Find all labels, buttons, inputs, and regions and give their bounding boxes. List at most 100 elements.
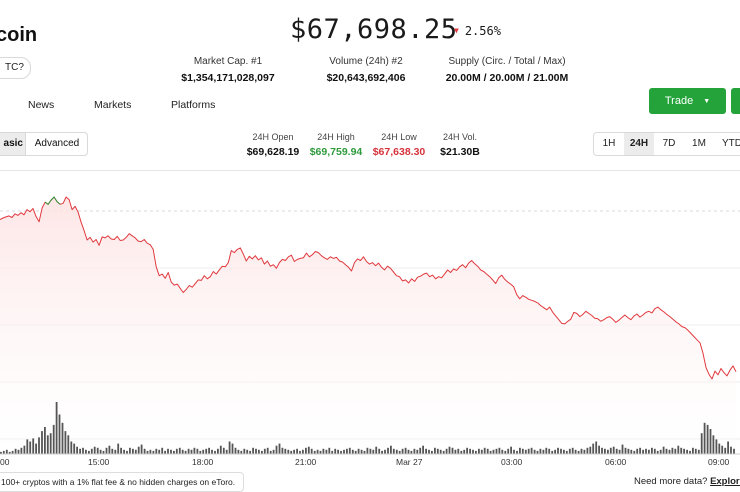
- stat-volume: Volume (24h) #2 $20,643,692,406: [306, 56, 426, 84]
- volume-bar: [451, 447, 454, 454]
- range-24h[interactable]: 24H: [624, 133, 654, 155]
- tab-platforms[interactable]: Platforms: [171, 99, 216, 111]
- down-triangle-icon: ▼: [454, 26, 459, 35]
- trade-button[interactable]: Trade ▼: [649, 88, 726, 114]
- range-7d[interactable]: 7D: [662, 138, 676, 149]
- x-tick-label: 00: [0, 457, 10, 467]
- volume-bar: [228, 441, 231, 454]
- range-1h[interactable]: 1H: [602, 138, 616, 149]
- volume-bar: [85, 449, 87, 454]
- price-chart[interactable]: [0, 171, 740, 455]
- range-1m[interactable]: 1M: [692, 138, 706, 149]
- volume-bar: [372, 449, 375, 454]
- volume-bar: [407, 449, 410, 454]
- volume-bar: [158, 449, 161, 454]
- kpi-high: 24H High $69,759.94: [304, 132, 368, 158]
- kpi-low: 24H Low $67,638.30: [367, 132, 431, 158]
- volume-bar: [178, 447, 181, 454]
- volume-bar: [513, 449, 515, 454]
- range-selector: 1H 24H 7D 1M YTD: [593, 132, 740, 156]
- volume-bar: [137, 446, 140, 454]
- volume-bar: [733, 448, 735, 454]
- volume-bar: [266, 447, 269, 454]
- volume-bar: [225, 449, 228, 454]
- volume-bar: [99, 449, 102, 454]
- volume-bar: [96, 447, 99, 454]
- volume-bar: [639, 447, 641, 454]
- volume-bar: [2, 450, 5, 454]
- price-line: [0, 196, 737, 380]
- x-tick-label: 09:00: [708, 457, 730, 467]
- volume-bar: [381, 450, 383, 454]
- volume-bar: [55, 402, 58, 454]
- volume-bar: [222, 447, 225, 454]
- kpi-value: $21.30B: [440, 146, 480, 158]
- volume-bar: [302, 449, 304, 454]
- volume-bar: [290, 450, 293, 454]
- volume-bar: [161, 447, 164, 454]
- volume-bar: [692, 447, 694, 454]
- volume-bar: [32, 438, 35, 454]
- volume-bar: [132, 448, 134, 454]
- range-ytd[interactable]: YTD: [722, 138, 740, 149]
- volume-bar: [478, 448, 480, 454]
- volume-bar: [680, 447, 683, 454]
- volume-bar: [434, 447, 436, 454]
- volume-bar: [217, 448, 219, 454]
- volume-bar: [76, 446, 78, 454]
- volume-bar: [627, 448, 630, 454]
- volume-bar: [252, 447, 254, 454]
- volume-bar: [340, 450, 342, 454]
- volume-bar: [621, 444, 624, 454]
- volume-bar: [630, 449, 633, 454]
- volume-bar: [498, 447, 501, 454]
- volume-bar: [334, 448, 337, 454]
- volume-bar: [237, 449, 240, 454]
- basic-view-button[interactable]: asic: [0, 133, 25, 155]
- volume-bar: [134, 449, 137, 454]
- advanced-view-button[interactable]: Advanced: [25, 133, 88, 155]
- volume-bar: [231, 443, 234, 454]
- volume-bar: [14, 448, 17, 454]
- volume-bar: [718, 443, 721, 454]
- volume-bar: [26, 439, 29, 454]
- volume-bar: [41, 431, 43, 454]
- volume-bar: [580, 448, 583, 454]
- volume-bar: [609, 447, 612, 454]
- volume-bar: [351, 449, 354, 454]
- secondary-action-button[interactable]: [731, 88, 740, 114]
- promo-banner[interactable]: 100+ cryptos with a 1% flat fee & no hid…: [0, 472, 245, 492]
- volume-bar: [184, 450, 187, 454]
- volume-bar: [61, 422, 64, 454]
- volume-bar: [5, 449, 8, 454]
- volume-bar: [410, 450, 413, 454]
- tab-news[interactable]: News: [28, 99, 55, 111]
- volume-bar: [263, 448, 266, 454]
- tab-markets[interactable]: Markets: [94, 99, 132, 111]
- volume-bar: [598, 445, 600, 454]
- volume-bar: [542, 449, 545, 454]
- volume-bar: [712, 435, 715, 454]
- volume-bar: [648, 449, 650, 454]
- stat-label: Supply (Circ. / Total / Max): [448, 56, 566, 67]
- volume-bar: [651, 447, 653, 454]
- volume-bar: [219, 445, 222, 454]
- volume-bar: [123, 449, 125, 454]
- volume-bar: [563, 449, 565, 454]
- volume-bar: [475, 450, 477, 454]
- volume-bar: [457, 448, 460, 454]
- ticker-pill[interactable]: TC?: [0, 57, 31, 79]
- volume-bar: [199, 450, 202, 454]
- volume-bar: [495, 448, 498, 454]
- volume-bar: [363, 450, 366, 454]
- volume-bar: [416, 449, 419, 454]
- volume-bar: [299, 450, 301, 454]
- volume-bar: [665, 448, 668, 454]
- volume-bar: [70, 441, 73, 454]
- volume-bar: [343, 449, 345, 454]
- volume-bar: [20, 447, 23, 454]
- volume-bar: [436, 448, 439, 454]
- more-data-text: Need more data?: [634, 476, 708, 487]
- volume-bar: [419, 447, 422, 454]
- explore-link[interactable]: Explore: [710, 476, 740, 487]
